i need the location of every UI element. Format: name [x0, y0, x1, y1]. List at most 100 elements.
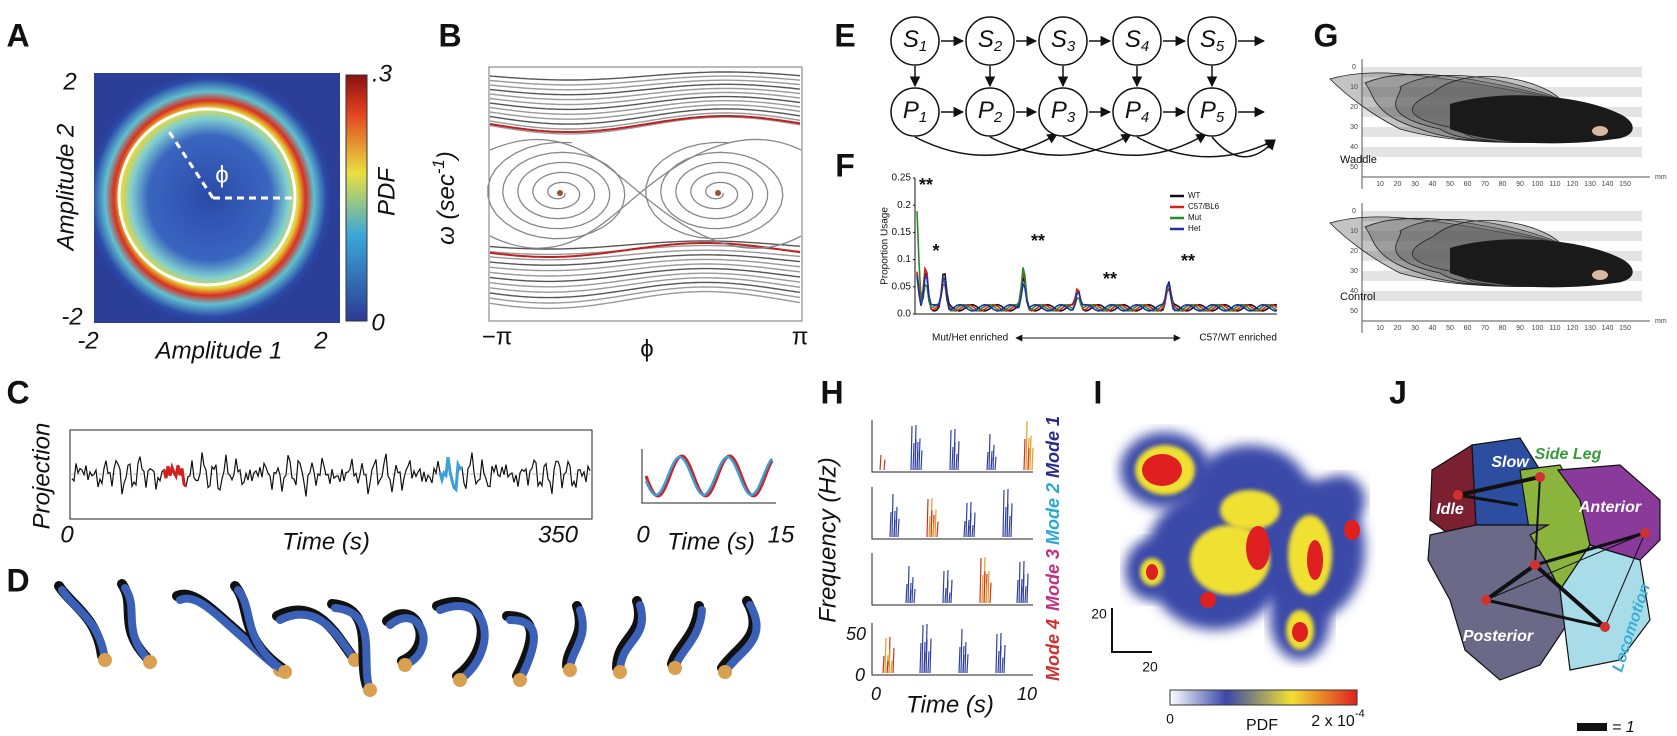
inset-axes [641, 449, 776, 504]
ruler-tick-label: 0 [1352, 208, 1356, 215]
ear [1592, 270, 1608, 280]
ruler-tick-label: 40 [1429, 325, 1437, 332]
ruler-tick-label: 150 [1619, 325, 1631, 332]
panel-letter: C [6, 374, 29, 410]
node-label: S5 [1200, 26, 1225, 55]
condition-label: Waddle [1340, 154, 1377, 166]
spectral-peak [949, 429, 956, 471]
worm [234, 586, 289, 676]
worm [506, 616, 538, 684]
spectral-peak [944, 587, 951, 604]
worm [58, 586, 109, 664]
spectral-peak [997, 650, 1004, 674]
y-axis-label-close: ) [433, 151, 460, 162]
worm-head [668, 661, 682, 675]
worm [121, 584, 154, 666]
spectral-peak [960, 628, 967, 674]
usage-line [916, 211, 1278, 312]
node [965, 87, 1015, 137]
worm [671, 606, 706, 672]
node [1187, 16, 1237, 66]
ruler-tick-label: 50 [1446, 181, 1454, 188]
colorbar-label: 0 [1166, 711, 1174, 727]
spectral-peak [1002, 489, 1009, 538]
node-label: S1 [903, 26, 927, 55]
density-red [1142, 454, 1182, 486]
y-axis-label-text: ω (sec [433, 174, 460, 245]
region [1429, 443, 1477, 536]
x-tick-label: π [792, 323, 809, 350]
spectral-peak [921, 624, 928, 674]
skip-arrow [1062, 133, 1207, 156]
x-axis-label: Time (s) [906, 691, 994, 718]
transition-edge [1534, 476, 1541, 566]
transition-edge [1534, 531, 1646, 567]
skip-arrow [914, 133, 1058, 156]
spectral-peak [1025, 420, 1032, 471]
spectral-peak [910, 425, 917, 471]
panel-letter: B [438, 17, 461, 53]
node [890, 16, 940, 66]
ruler-tick-label: 20 [1350, 104, 1358, 111]
transition-edge [1485, 598, 1606, 629]
ruler-tick-label: 120 [1567, 181, 1579, 188]
ruler-tick-label: 0 [1352, 64, 1356, 71]
spectral-peak [942, 570, 949, 604]
ruler-tick-label: 40 [1350, 144, 1358, 151]
trace-highlight [162, 462, 188, 488]
region-node [1600, 622, 1610, 632]
node-index: 1 [919, 38, 927, 55]
node-letter: S [1051, 26, 1067, 53]
legend-label: = 1 [1612, 719, 1635, 736]
node-letter: S [903, 26, 919, 53]
spectral-peak [912, 442, 919, 471]
legend-label: Het [1188, 224, 1201, 233]
fixed-point [557, 190, 563, 196]
worm [386, 614, 428, 669]
spectral-peak [958, 646, 965, 674]
node-index: 5 [1216, 109, 1225, 126]
node-letter: P [903, 97, 919, 124]
worm-head [718, 665, 732, 679]
scale-label: 20 [1091, 606, 1107, 622]
colorbar-label: 2 x 10-4 [1311, 708, 1365, 730]
worm-head [348, 653, 362, 667]
spectrogram-axes [871, 487, 1033, 540]
trajectory [489, 258, 801, 272]
stripe [1362, 231, 1642, 241]
significance: ** [1181, 251, 1195, 271]
trajectory [489, 267, 801, 283]
skip-arrow [989, 133, 1132, 156]
trajectory [489, 75, 801, 86]
angle-lines [166, 129, 293, 200]
separatrix [489, 138, 802, 249]
ruler-tick-label: 30 [1411, 181, 1419, 188]
significance: ** [1031, 231, 1045, 251]
panel-letter: G [1314, 17, 1339, 53]
stripe [1362, 291, 1642, 301]
x-axis-label: Time (s) [282, 528, 370, 555]
region-label: Slow [1491, 454, 1530, 471]
node-index: 4 [1141, 38, 1149, 55]
worm-head [143, 655, 157, 669]
significance: ** [919, 175, 933, 195]
transition-edge [1485, 532, 1646, 601]
spectrogram-axes [871, 420, 1033, 473]
limit-cycle [489, 242, 801, 258]
limit-cycle [489, 115, 801, 133]
transition-edge [1604, 532, 1646, 628]
stripe [1362, 147, 1642, 157]
ruler-tick-label: 110 [1549, 325, 1560, 332]
ruler-tick-label: 90 [1516, 325, 1524, 332]
spectral-peak [882, 655, 889, 674]
trajectory [489, 79, 801, 91]
significance: ** [1103, 269, 1117, 289]
trajectory [489, 100, 801, 115]
spectral-peak [986, 451, 993, 471]
node-index: 2 [993, 109, 1003, 126]
x-tick-label: ϕ [640, 335, 653, 362]
mode-label: Mode 4 [1043, 619, 1063, 681]
region-label: Posterior [1463, 628, 1534, 645]
legend-label: Mut [1188, 213, 1202, 222]
